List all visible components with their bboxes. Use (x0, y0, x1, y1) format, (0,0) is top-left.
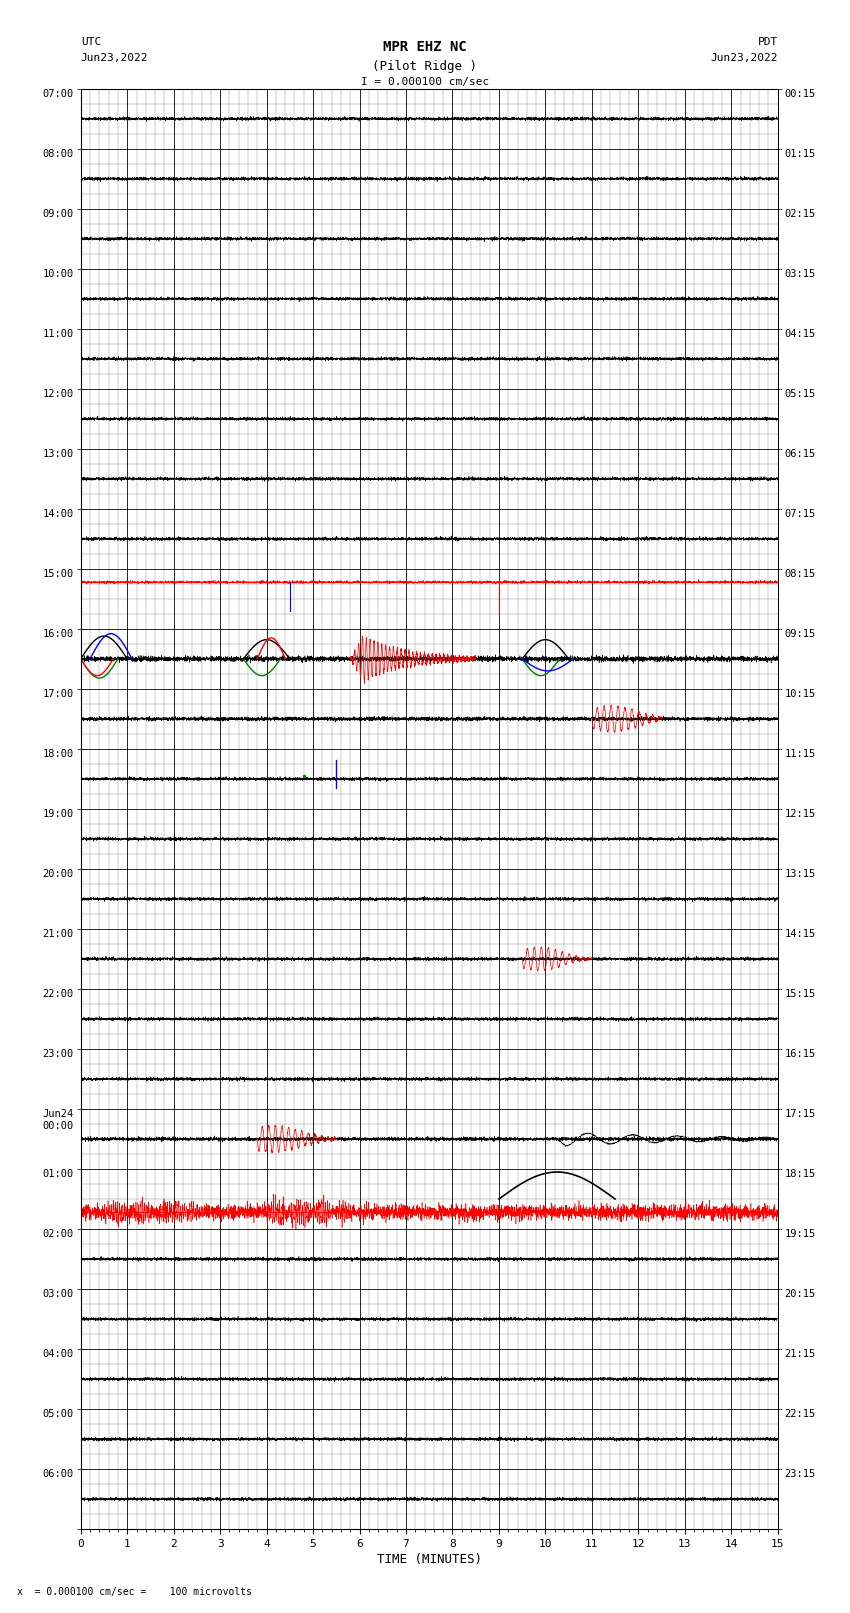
Text: 20:15: 20:15 (785, 1289, 816, 1298)
Text: 04:15: 04:15 (785, 329, 816, 339)
Text: 17:00: 17:00 (42, 689, 74, 698)
Text: 05:15: 05:15 (785, 389, 816, 398)
Text: x  = 0.000100 cm/sec =    100 microvolts: x = 0.000100 cm/sec = 100 microvolts (17, 1587, 252, 1597)
Text: Jun23,2022: Jun23,2022 (711, 53, 778, 63)
Text: I = 0.000100 cm/sec: I = 0.000100 cm/sec (361, 77, 489, 87)
Text: 07:00: 07:00 (42, 89, 74, 98)
Text: 09:15: 09:15 (785, 629, 816, 639)
Text: (Pilot Ridge ): (Pilot Ridge ) (372, 60, 478, 73)
Text: 08:00: 08:00 (42, 148, 74, 158)
Text: 19:00: 19:00 (42, 810, 74, 819)
Text: 04:00: 04:00 (42, 1348, 74, 1360)
Text: 01:00: 01:00 (42, 1169, 74, 1179)
Text: 13:00: 13:00 (42, 448, 74, 458)
Text: 11:00: 11:00 (42, 329, 74, 339)
Text: Jun23,2022: Jun23,2022 (81, 53, 148, 63)
Text: 08:15: 08:15 (785, 569, 816, 579)
Text: 02:00: 02:00 (42, 1229, 74, 1239)
Text: 15:00: 15:00 (42, 569, 74, 579)
Text: 16:00: 16:00 (42, 629, 74, 639)
Text: 00:15: 00:15 (785, 89, 816, 98)
Text: 20:00: 20:00 (42, 869, 74, 879)
Text: 21:00: 21:00 (42, 929, 74, 939)
Text: 23:15: 23:15 (785, 1469, 816, 1479)
Text: 14:00: 14:00 (42, 508, 74, 519)
Text: Jun24
00:00: Jun24 00:00 (42, 1110, 74, 1131)
Text: 03:15: 03:15 (785, 269, 816, 279)
Text: 02:15: 02:15 (785, 208, 816, 219)
Text: MPR EHZ NC: MPR EHZ NC (383, 40, 467, 55)
Text: 06:15: 06:15 (785, 448, 816, 458)
Text: 07:15: 07:15 (785, 508, 816, 519)
Text: 17:15: 17:15 (785, 1110, 816, 1119)
Text: 19:15: 19:15 (785, 1229, 816, 1239)
Text: 16:15: 16:15 (785, 1048, 816, 1060)
Text: 10:00: 10:00 (42, 269, 74, 279)
X-axis label: TIME (MINUTES): TIME (MINUTES) (377, 1553, 482, 1566)
Text: UTC: UTC (81, 37, 101, 47)
Text: 22:00: 22:00 (42, 989, 74, 998)
Text: 06:00: 06:00 (42, 1469, 74, 1479)
Text: PDT: PDT (757, 37, 778, 47)
Text: 12:00: 12:00 (42, 389, 74, 398)
Text: 13:15: 13:15 (785, 869, 816, 879)
Text: 10:15: 10:15 (785, 689, 816, 698)
Text: 03:00: 03:00 (42, 1289, 74, 1298)
Text: 22:15: 22:15 (785, 1410, 816, 1419)
Text: 09:00: 09:00 (42, 208, 74, 219)
Text: 14:15: 14:15 (785, 929, 816, 939)
Text: 21:15: 21:15 (785, 1348, 816, 1360)
Text: 05:00: 05:00 (42, 1410, 74, 1419)
Text: 11:15: 11:15 (785, 748, 816, 758)
Text: 23:00: 23:00 (42, 1048, 74, 1060)
Text: 12:15: 12:15 (785, 810, 816, 819)
Text: 15:15: 15:15 (785, 989, 816, 998)
Text: 18:00: 18:00 (42, 748, 74, 758)
Text: 18:15: 18:15 (785, 1169, 816, 1179)
Text: 01:15: 01:15 (785, 148, 816, 158)
